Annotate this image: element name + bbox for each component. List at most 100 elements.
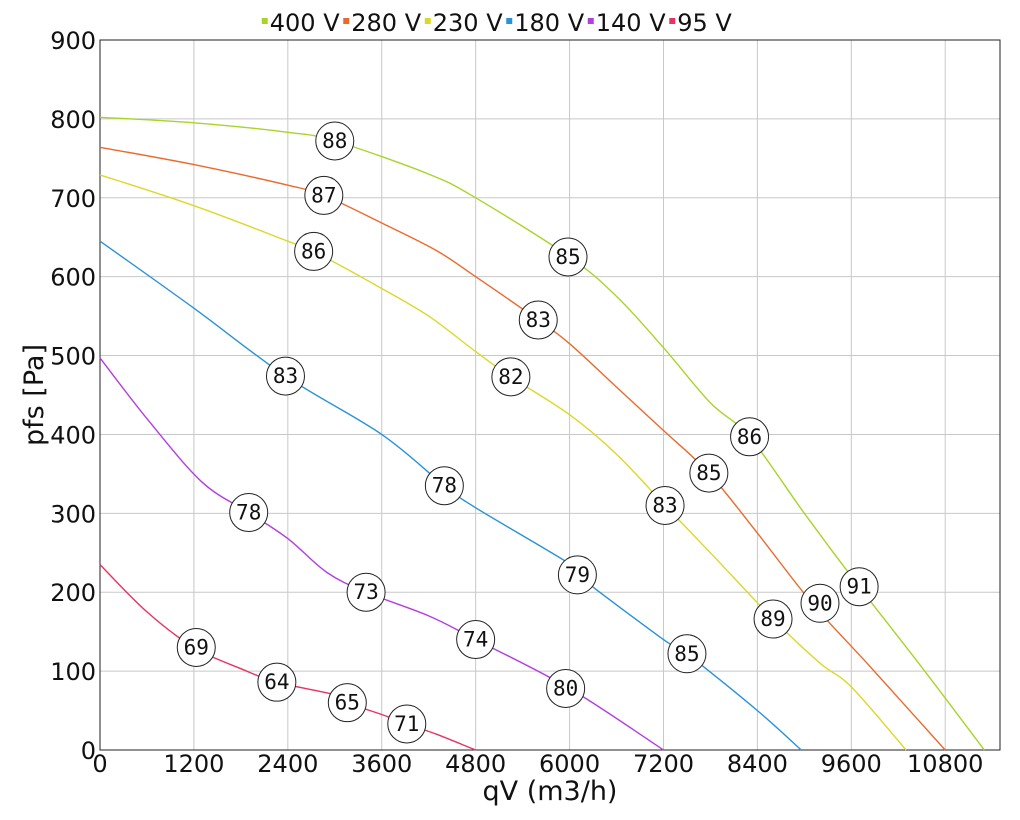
marker-circle bbox=[518, 300, 558, 340]
y-axis-ticks: 0 100 200 300 400 500 600 700 800 900 bbox=[50, 27, 96, 765]
efficiency-marker: 69 bbox=[176, 627, 216, 667]
series-line-230v bbox=[99, 174, 907, 751]
y-tick-label: 200 bbox=[50, 579, 96, 607]
marker-circle bbox=[456, 620, 496, 660]
legend: 400 V 280 V 230 V 180 V 140 V 95 V bbox=[261, 9, 732, 37]
x-tick-label: 1200 bbox=[163, 750, 224, 778]
marker-circle bbox=[304, 175, 344, 215]
efficiency-marker: 89 bbox=[753, 599, 793, 639]
efficiency-markers: 88 87 86 85 83 82 83 86 85 83 78 78 79 91 90 89 73 74 85 80… bbox=[176, 121, 879, 744]
x-axis-ticks: 0 1200 2400 3600 4800 6000 7200 8400 9600 10800 bbox=[92, 750, 983, 778]
x-tick-label: 9600 bbox=[821, 750, 882, 778]
efficiency-marker: 85 bbox=[689, 453, 729, 493]
legend-swatch bbox=[587, 18, 594, 24]
y-tick-label: 900 bbox=[50, 27, 96, 55]
marker-circle bbox=[689, 453, 729, 493]
efficiency-marker: 80 bbox=[546, 668, 586, 708]
y-tick-label: 800 bbox=[50, 106, 96, 134]
legend-label: 180 V bbox=[514, 9, 584, 37]
efficiency-marker: 73 bbox=[346, 572, 386, 612]
x-axis-title: qV (m3/h) bbox=[483, 776, 618, 807]
series-line-280v bbox=[99, 146, 946, 751]
marker-circle bbox=[730, 417, 770, 457]
y-tick-label: 100 bbox=[50, 658, 96, 686]
efficiency-marker: 83 bbox=[518, 300, 558, 340]
efficiency-marker: 83 bbox=[265, 356, 305, 396]
efficiency-marker: 85 bbox=[548, 237, 588, 277]
efficiency-marker: 86 bbox=[730, 417, 770, 457]
efficiency-marker: 91 bbox=[839, 567, 879, 607]
x-tick-label: 2400 bbox=[257, 750, 318, 778]
marker-label: 91 bbox=[846, 575, 871, 599]
efficiency-marker: 88 bbox=[315, 121, 355, 161]
efficiency-marker: 87 bbox=[304, 175, 344, 215]
y-tick-label: 300 bbox=[50, 500, 96, 528]
efficiency-marker: 78 bbox=[229, 493, 269, 533]
y-tick-label: 0 bbox=[81, 737, 96, 765]
legend-label: 280 V bbox=[351, 9, 421, 37]
legend-swatch bbox=[261, 18, 268, 24]
marker-label: 85 bbox=[555, 245, 580, 269]
marker-circle bbox=[753, 599, 793, 639]
marker-label: 83 bbox=[273, 364, 298, 388]
marker-circle bbox=[265, 356, 305, 396]
marker-circle bbox=[327, 683, 367, 723]
marker-circle bbox=[645, 485, 685, 525]
marker-label: 64 bbox=[264, 670, 289, 694]
x-tick-label: 4800 bbox=[445, 750, 506, 778]
legend-item: 230 V bbox=[424, 9, 503, 37]
efficiency-marker: 82 bbox=[491, 357, 531, 397]
marker-label: 87 bbox=[311, 183, 336, 207]
marker-label: 88 bbox=[322, 129, 347, 153]
y-axis-title: pfs [Pa] bbox=[19, 344, 50, 446]
efficiency-marker: 65 bbox=[327, 683, 367, 723]
marker-circle bbox=[387, 704, 427, 744]
efficiency-marker: 83 bbox=[645, 485, 685, 525]
legend-item: 180 V bbox=[506, 9, 585, 37]
marker-circle bbox=[257, 662, 297, 702]
marker-circle bbox=[546, 668, 586, 708]
legend-label: 140 V bbox=[596, 9, 666, 37]
legend-swatch bbox=[343, 18, 350, 24]
marker-label: 80 bbox=[553, 676, 578, 700]
efficiency-marker: 71 bbox=[387, 704, 427, 744]
marker-label: 83 bbox=[652, 493, 677, 517]
legend-swatch bbox=[506, 18, 513, 24]
marker-label: 73 bbox=[353, 580, 378, 604]
y-tick-label: 700 bbox=[50, 185, 96, 213]
y-tick-label: 500 bbox=[50, 343, 96, 371]
marker-label: 86 bbox=[737, 425, 762, 449]
y-tick-label: 400 bbox=[50, 421, 96, 449]
y-tick-label: 600 bbox=[50, 264, 96, 292]
marker-label: 89 bbox=[760, 607, 785, 631]
efficiency-marker: 79 bbox=[557, 555, 597, 595]
marker-label: 69 bbox=[184, 635, 209, 659]
legend-swatch bbox=[424, 18, 431, 24]
legend-label: 95 V bbox=[677, 9, 732, 37]
legend-label: 230 V bbox=[433, 9, 503, 37]
x-tick-label: 0 bbox=[92, 750, 107, 778]
marker-circle bbox=[491, 357, 531, 397]
marker-label: 85 bbox=[696, 461, 721, 485]
marker-label: 65 bbox=[335, 691, 360, 715]
efficiency-marker: 64 bbox=[257, 662, 297, 702]
x-tick-label: 6000 bbox=[539, 750, 600, 778]
x-tick-label: 7200 bbox=[633, 750, 694, 778]
marker-circle bbox=[424, 466, 464, 506]
efficiency-marker: 78 bbox=[424, 466, 464, 506]
marker-circle bbox=[839, 567, 879, 607]
series-line-140v bbox=[99, 357, 664, 751]
marker-label: 71 bbox=[394, 712, 419, 736]
marker-circle bbox=[800, 583, 840, 623]
marker-circle bbox=[294, 231, 334, 271]
plot-area-frame bbox=[99, 39, 1001, 751]
marker-label: 78 bbox=[432, 474, 457, 498]
x-tick-label: 10800 bbox=[907, 750, 983, 778]
marker-label: 85 bbox=[674, 642, 699, 666]
marker-circle bbox=[176, 627, 216, 667]
marker-label: 78 bbox=[236, 501, 261, 525]
legend-item: 140 V bbox=[587, 9, 666, 37]
marker-label: 74 bbox=[463, 628, 488, 652]
legend-swatch bbox=[669, 18, 676, 24]
